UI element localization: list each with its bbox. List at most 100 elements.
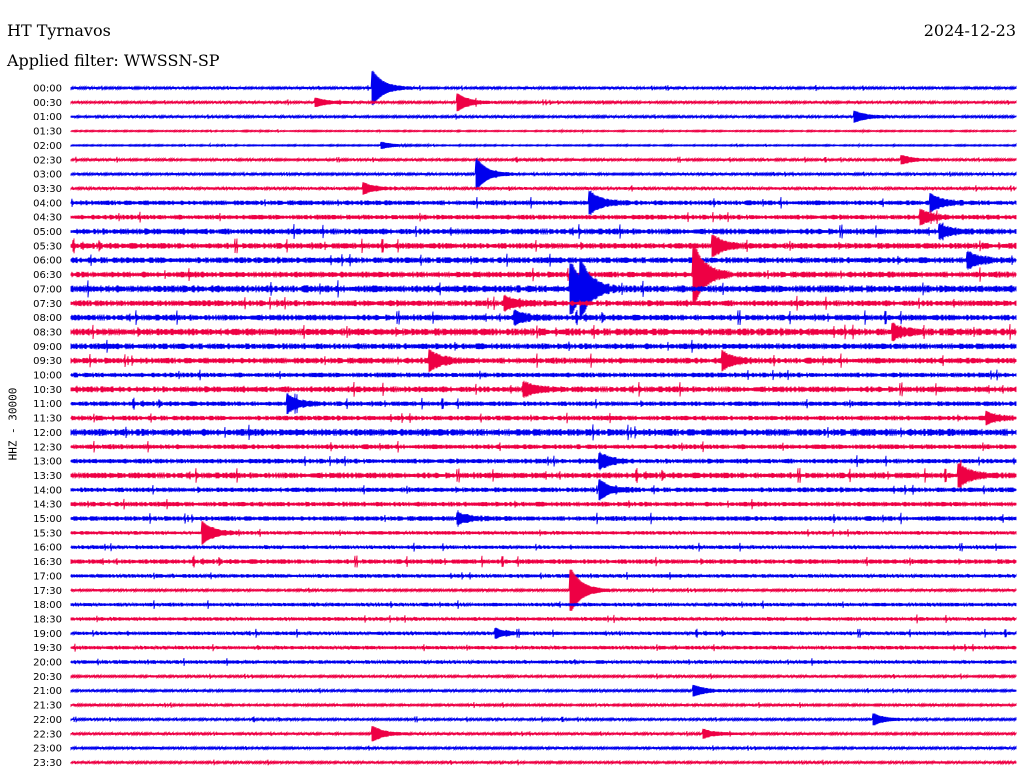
trace-1130: [70, 410, 1017, 426]
row-time-label: 14:30: [33, 500, 62, 511]
trace-0630: [70, 244, 1017, 305]
trace-0600: [70, 250, 1017, 270]
station-title: HT Tyrnavos: [7, 21, 111, 40]
trace-1500: [70, 510, 1017, 527]
row-time-label: 11:30: [33, 414, 62, 425]
trace-1300: [70, 451, 1017, 471]
row-time-label: 21:30: [33, 701, 62, 712]
trace-0400: [70, 190, 1017, 215]
trace-1830: [70, 614, 1017, 624]
trace-1630: [70, 555, 1017, 568]
trace-1200: [70, 424, 1017, 441]
trace-2200: [70, 713, 1017, 726]
row-time-label: 04:00: [33, 198, 62, 209]
row-time-label: 23:00: [33, 744, 62, 755]
row-time-label: 10:30: [33, 385, 62, 396]
row-time-label: 12:30: [33, 442, 62, 453]
row-time-label: 22:00: [33, 715, 62, 726]
trace-0430: [70, 208, 1017, 226]
row-time-label: 07:00: [33, 284, 62, 295]
row-time-label: 03:00: [33, 170, 62, 181]
trace-0530: [70, 234, 1017, 257]
trace-1430: [70, 498, 1017, 510]
row-time-label: 08:00: [33, 313, 62, 324]
row-time-label: 06:30: [33, 270, 62, 281]
row-time-label: 18:00: [33, 600, 62, 611]
row-time-label: 05:00: [33, 227, 62, 238]
trace-1030: [70, 380, 1017, 398]
trace-2100: [70, 684, 1017, 697]
trace-2300: [70, 745, 1017, 752]
filter-label: Applied filter: WWSSN-SP: [7, 51, 220, 70]
row-time-label: 14:00: [33, 485, 62, 496]
trace-1100: [70, 393, 1017, 415]
trace-0500: [70, 222, 1017, 241]
row-time-label: 17:00: [33, 571, 62, 582]
row-time-label: 08:30: [33, 327, 62, 338]
trace-2130: [70, 701, 1017, 709]
trace-0800: [70, 309, 1017, 326]
row-time-label: 04:30: [33, 213, 62, 224]
trace-1000: [70, 369, 1017, 381]
trace-0900: [70, 339, 1017, 353]
row-time-label: 16:30: [33, 557, 62, 568]
trace-1700: [70, 571, 1017, 580]
trace-2030: [70, 673, 1017, 680]
trace-1800: [70, 600, 1017, 609]
row-time-label: 15:30: [33, 528, 62, 539]
row-time-label: 07:30: [33, 299, 62, 310]
row-time-label: 23:30: [33, 758, 62, 769]
date-label: 2024-12-23: [923, 21, 1016, 40]
row-time-label: 00:30: [33, 98, 62, 109]
trace-0000: [70, 70, 1017, 106]
trace-0730: [70, 294, 1017, 312]
row-time-label: 17:30: [33, 586, 62, 597]
row-time-label: 03:30: [33, 184, 62, 195]
row-time-label: 13:00: [33, 457, 62, 468]
row-time-label: 18:30: [33, 614, 62, 625]
row-time-label: 19:30: [33, 643, 62, 654]
trace-0030: [70, 93, 1017, 112]
trace-0700: [70, 257, 1017, 321]
row-time-label: 01:00: [33, 112, 62, 123]
row-time-label: 09:00: [33, 342, 62, 353]
trace-1730: [70, 569, 1017, 612]
row-time-label: 09:30: [33, 356, 62, 367]
trace-0300: [70, 157, 1017, 191]
trace-0130: [70, 128, 1017, 135]
trace-1230: [70, 440, 1017, 453]
row-time-label: 19:00: [33, 629, 62, 640]
trace-0230: [70, 155, 1017, 165]
trace-0100: [70, 110, 1017, 123]
trace-1900: [70, 627, 1017, 640]
row-time-label: 16:00: [33, 543, 62, 554]
row-time-label: 11:00: [33, 399, 62, 410]
trace-0200: [70, 141, 1017, 150]
row-time-label: 12:00: [33, 428, 62, 439]
row-time-label: 10:00: [33, 371, 62, 382]
trace-0330: [70, 182, 1017, 195]
trace-0930: [70, 349, 1017, 372]
row-time-label: 20:30: [33, 672, 62, 683]
trace-2330: [70, 759, 1017, 766]
trace-0830: [70, 322, 1017, 342]
row-time-label: 21:00: [33, 686, 62, 697]
trace-1400: [70, 479, 1017, 501]
row-time-label: 20:00: [33, 658, 62, 669]
row-time-label: 13:30: [33, 471, 62, 482]
trace-1530: [70, 521, 1017, 545]
row-time-label: 15:00: [33, 514, 62, 525]
row-time-label: 01:30: [33, 127, 62, 138]
row-time-label: 02:30: [33, 155, 62, 166]
row-time-label: 00:00: [33, 84, 62, 95]
trace-2230: [70, 726, 1017, 742]
row-time-label: 06:00: [33, 256, 62, 267]
trace-1930: [70, 643, 1017, 652]
row-time-label: 02:00: [33, 141, 62, 152]
trace-1330: [70, 460, 1017, 491]
trace-2000: [70, 658, 1017, 666]
row-time-label: 05:30: [33, 241, 62, 252]
trace-1600: [70, 542, 1017, 552]
row-time-label: 22:30: [33, 729, 62, 740]
